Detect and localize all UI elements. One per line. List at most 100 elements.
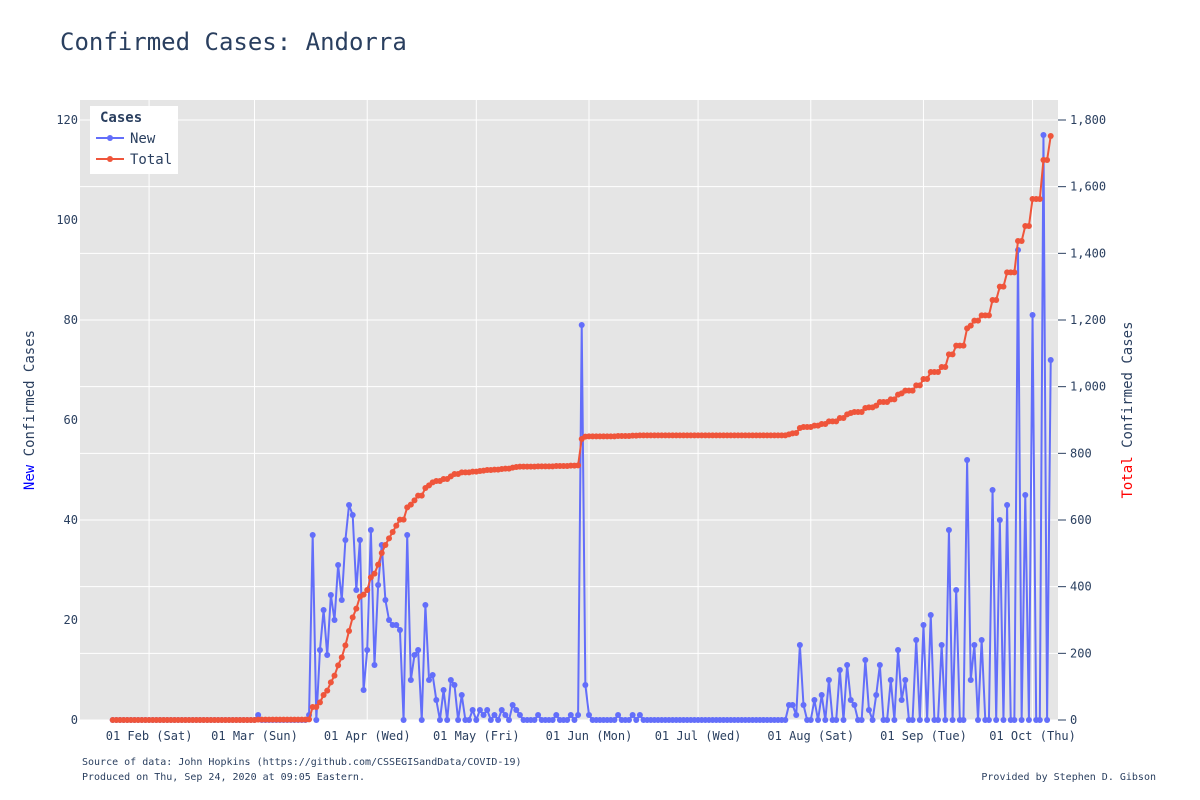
data-point [338, 654, 345, 661]
y-right-tick-label: 1,800 [1070, 113, 1106, 127]
data-point [495, 717, 502, 723]
data-point [476, 707, 483, 713]
data-point [913, 637, 920, 643]
data-point [1029, 312, 1036, 318]
y-right-tick-label: 1,400 [1070, 246, 1106, 260]
data-point [938, 642, 945, 648]
data-point [1000, 283, 1007, 290]
data-point [411, 497, 418, 504]
data-point [1044, 157, 1051, 163]
data-point [945, 527, 952, 533]
data-point [818, 692, 825, 698]
data-point [862, 657, 869, 663]
data-point [793, 430, 800, 436]
y-left-tick-label: 40 [64, 513, 78, 527]
data-point [360, 591, 367, 598]
data-point [506, 717, 513, 723]
data-point [480, 712, 487, 718]
data-point [313, 704, 320, 710]
data-point [407, 501, 414, 508]
series-points-total [109, 133, 1054, 723]
source-note: Source of data: John Hopkins (https://gi… [82, 757, 522, 768]
y-right-tick-label: 1,200 [1070, 313, 1106, 327]
data-point [422, 602, 429, 608]
provided-note: Provided by Stephen D. Gibson [981, 772, 1156, 783]
series [109, 132, 1054, 723]
data-point [836, 667, 843, 673]
data-point [967, 677, 974, 683]
data-point [418, 492, 425, 499]
data-point [1036, 196, 1043, 202]
data-point [386, 535, 393, 542]
y-left-tick-label: 120 [56, 113, 78, 127]
data-point [378, 550, 385, 556]
data-point [327, 679, 334, 686]
data-point [865, 707, 872, 713]
data-point [960, 342, 967, 349]
legend-item-new[interactable]: New [96, 131, 156, 147]
legend[interactable]: Cases New Total [90, 106, 178, 174]
y-right-tick-label: 400 [1070, 580, 1092, 594]
data-point [498, 707, 505, 713]
data-point [466, 717, 473, 723]
data-point [356, 537, 363, 543]
data-point [978, 637, 985, 643]
data-point [316, 647, 323, 653]
data-point [407, 677, 414, 683]
data-point [851, 702, 858, 708]
data-point [400, 717, 407, 723]
data-point [942, 364, 949, 370]
data-point [876, 662, 883, 668]
y-right-tick-label: 1,600 [1070, 180, 1106, 194]
data-point [1011, 269, 1018, 276]
data-point [415, 647, 422, 653]
data-point [375, 582, 382, 588]
data-point [320, 692, 327, 698]
data-point [335, 662, 342, 669]
data-point [382, 542, 389, 548]
data-point [782, 717, 789, 723]
data-point [822, 717, 829, 723]
data-point [436, 717, 443, 723]
data-point [342, 642, 349, 649]
data-point [1018, 717, 1025, 723]
data-point [916, 382, 923, 389]
y-left-tick-label: 100 [56, 213, 78, 227]
data-point [629, 712, 636, 718]
data-point [513, 707, 520, 713]
data-point [455, 717, 462, 723]
data-point [306, 716, 313, 723]
data-point [327, 592, 334, 598]
data-point [440, 687, 447, 693]
data-point [844, 662, 851, 668]
data-point [324, 652, 331, 658]
data-point [960, 717, 967, 723]
data-point [935, 369, 942, 375]
data-point [1004, 502, 1011, 508]
legend-box [90, 106, 178, 174]
data-point [396, 627, 403, 633]
data-point [375, 561, 382, 568]
data-point [484, 707, 491, 713]
data-point [389, 529, 396, 535]
data-point [458, 692, 465, 698]
data-point [1047, 133, 1054, 139]
y-right-tick-label: 600 [1070, 513, 1092, 527]
x-tick-label: 01 Mar (Sun) [211, 729, 298, 743]
data-point [633, 717, 640, 723]
data-point [985, 312, 992, 319]
produced-note: Produced on Thu, Sep 24, 2020 at 09:05 E… [82, 772, 365, 783]
data-point [1040, 132, 1047, 138]
data-point [967, 322, 974, 329]
data-point [942, 717, 949, 723]
data-point [971, 642, 978, 648]
legend-item-total[interactable]: Total [96, 152, 172, 168]
data-point [985, 717, 992, 723]
data-point [873, 692, 880, 698]
data-point [1025, 223, 1032, 229]
data-point [840, 415, 847, 421]
data-point [509, 702, 516, 708]
y-left-title-prefix: New [22, 464, 38, 490]
data-point [444, 717, 451, 723]
